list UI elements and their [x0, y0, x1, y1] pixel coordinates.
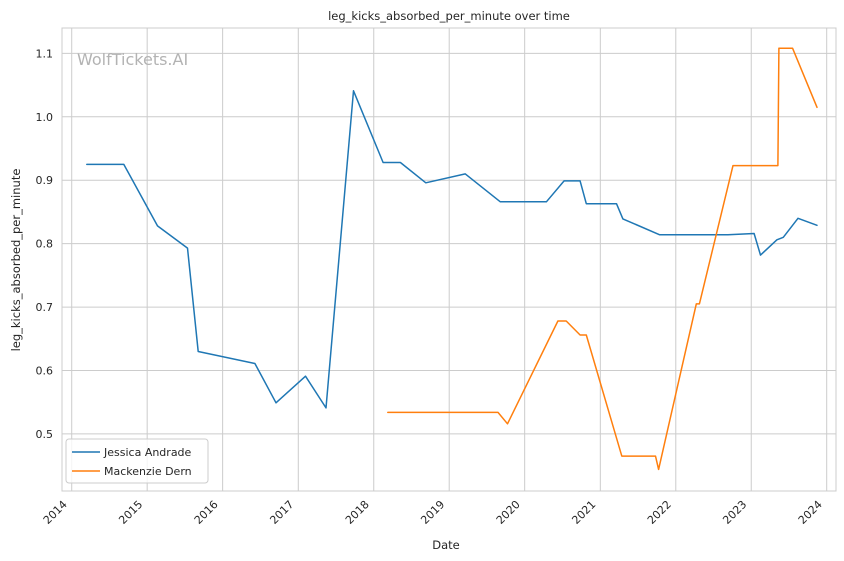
y-tick-label: 1.1 [36, 47, 54, 60]
x-axis-label: Date [432, 538, 460, 552]
y-axis-ticks: 0.5 0.6 0.7 0.8 0.9 1.0 1.1 [36, 47, 54, 441]
watermark: WolfTickets.AI [77, 50, 188, 69]
series-line-mackenzie-dern [387, 47, 818, 471]
y-tick-label: 0.8 [36, 238, 54, 251]
y-tick-label: 1.0 [36, 111, 54, 124]
series-line-jessica-andrade [86, 90, 818, 409]
plot-area-border [61, 27, 837, 492]
gridlines [62, 28, 836, 491]
y-tick-label: 0.6 [36, 364, 54, 377]
legend-box [65, 438, 209, 484]
y-tick-label: 0.7 [36, 301, 54, 314]
y-tick-label: 0.5 [36, 428, 54, 441]
y-tick-label: 0.9 [36, 174, 54, 187]
y-axis-label: leg_kicks_absorbed_per_minute [9, 169, 23, 352]
chart-title: leg_kicks_absorbed_per_minute over time [328, 9, 570, 23]
series-layer [86, 47, 818, 471]
legend-label-jessica-andrade: Jessica Andrade [103, 446, 192, 459]
legend-label-mackenzie-dern: Mackenzie Dern [104, 465, 192, 478]
legend: Jessica Andrade Mackenzie Dern [65, 438, 209, 484]
